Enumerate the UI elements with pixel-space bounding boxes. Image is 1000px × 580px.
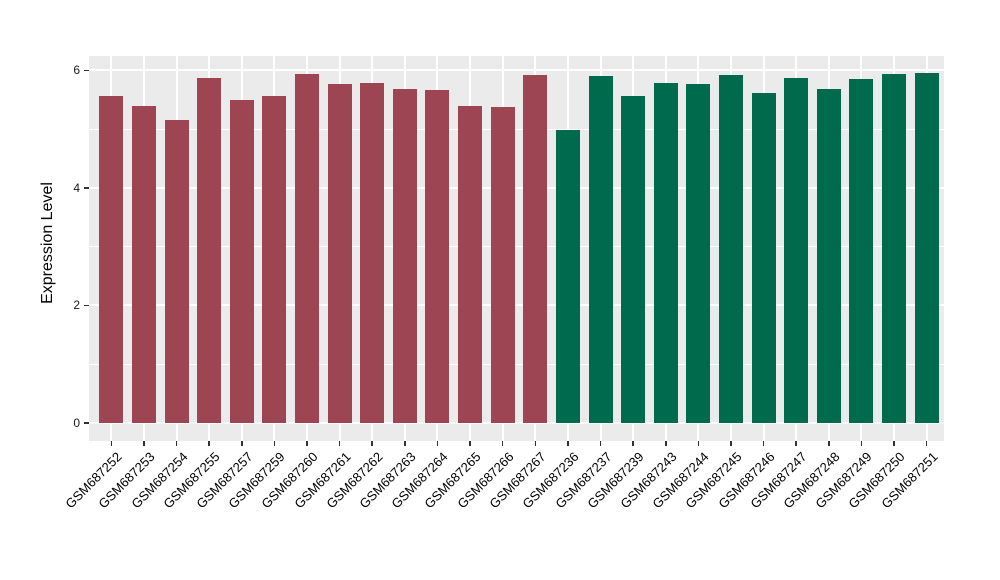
bar-GSM687255 bbox=[197, 77, 222, 423]
bar-GSM687267 bbox=[523, 75, 548, 423]
bar-GSM687237 bbox=[588, 76, 613, 423]
gridline-major-y bbox=[89, 69, 944, 72]
y-tick-mark bbox=[84, 304, 89, 307]
bar-GSM687257 bbox=[229, 100, 254, 423]
x-tick-mark bbox=[436, 441, 439, 446]
x-tick-mark bbox=[828, 441, 830, 446]
gridline-major-y bbox=[89, 304, 944, 307]
bar-GSM687260 bbox=[295, 73, 319, 423]
gridline-minor-y bbox=[89, 246, 944, 248]
x-tick-mark bbox=[241, 441, 243, 446]
x-tick-mark bbox=[371, 441, 373, 446]
x-tick-mark bbox=[632, 441, 634, 446]
x-tick-mark bbox=[762, 441, 765, 446]
x-tick-mark bbox=[599, 441, 602, 446]
y-tick-mark bbox=[84, 187, 89, 189]
x-tick-mark bbox=[730, 441, 732, 446]
bar-GSM687244 bbox=[686, 83, 711, 423]
x-tick-mark bbox=[697, 441, 700, 446]
bar-GSM687247 bbox=[784, 77, 809, 423]
bar-GSM687262 bbox=[360, 82, 385, 423]
y-tick-label: 2 bbox=[73, 298, 80, 313]
x-tick-mark bbox=[501, 441, 504, 446]
bar-GSM687265 bbox=[458, 105, 483, 423]
x-tick-mark bbox=[893, 441, 895, 446]
y-tick-label: 4 bbox=[73, 180, 80, 195]
bar-GSM687253 bbox=[131, 105, 156, 423]
gridline-major-y bbox=[89, 422, 944, 424]
x-tick-mark bbox=[469, 441, 471, 446]
x-tick-mark bbox=[273, 441, 276, 446]
x-tick-mark bbox=[925, 441, 928, 446]
y-tick-mark bbox=[84, 422, 89, 424]
bar-GSM687259 bbox=[262, 96, 287, 423]
x-tick-mark bbox=[665, 441, 667, 446]
bar-GSM687266 bbox=[490, 106, 515, 423]
x-tick-mark bbox=[143, 441, 145, 446]
x-tick-mark bbox=[534, 441, 537, 446]
bar-GSM687248 bbox=[816, 88, 841, 423]
bar-GSM687246 bbox=[751, 92, 776, 423]
bar-GSM687239 bbox=[621, 95, 646, 423]
bar-GSM687243 bbox=[653, 82, 678, 423]
x-tick-mark bbox=[795, 441, 797, 446]
bar-GSM687261 bbox=[327, 83, 352, 423]
bar-GSM687252 bbox=[99, 96, 124, 423]
x-tick-mark bbox=[338, 441, 341, 446]
bar-GSM687263 bbox=[392, 89, 417, 423]
x-tick-mark bbox=[404, 441, 406, 446]
y-tick-label: 6 bbox=[73, 63, 80, 78]
gridline-minor-y bbox=[89, 363, 944, 365]
x-tick-mark bbox=[860, 441, 863, 446]
bar-GSM687245 bbox=[719, 75, 743, 423]
y-tick-label: 0 bbox=[73, 416, 80, 430]
x-tick-mark bbox=[208, 441, 210, 446]
bar-GSM687249 bbox=[849, 78, 874, 423]
bar-GSM687236 bbox=[555, 129, 580, 423]
x-tick-mark bbox=[567, 441, 569, 446]
bar-GSM687250 bbox=[882, 74, 907, 423]
gridline-major-y bbox=[89, 186, 944, 189]
bar-GSM687264 bbox=[425, 90, 450, 423]
y-tick-mark bbox=[84, 69, 89, 72]
bar-GSM687251 bbox=[914, 72, 939, 423]
x-tick-mark bbox=[110, 441, 113, 446]
plot-panel bbox=[89, 56, 944, 441]
gridline-minor-y bbox=[89, 128, 944, 130]
x-tick-mark bbox=[175, 441, 178, 446]
bar-GSM687254 bbox=[164, 119, 189, 423]
y-axis-title: Expression Level bbox=[39, 182, 56, 304]
x-tick-mark bbox=[306, 441, 308, 446]
